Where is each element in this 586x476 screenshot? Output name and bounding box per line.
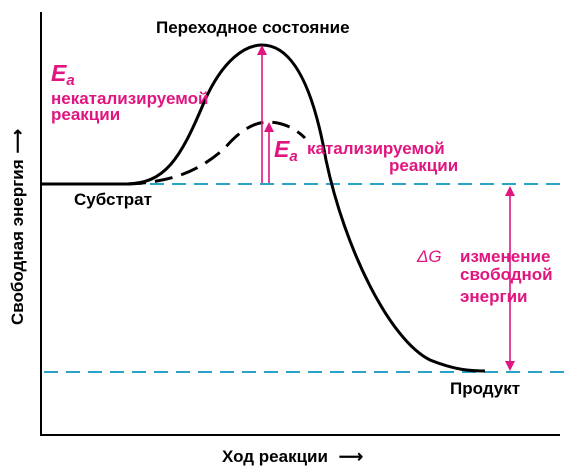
delta-g-label-line2: свободной [460,265,553,284]
y-axis-arrow: ⟶ [8,129,27,153]
delta-g-symbol: ΔG [417,247,442,266]
uncatalyzed-curve [42,43,486,373]
catalyzed-label-line1: катализируемой [307,139,445,158]
x-axis-arrow: ⟶ [338,447,364,466]
x-axis-title-text: Ход реакции [222,447,328,466]
catalyzed-label-line2: реакции [389,156,459,175]
uncatalyzed-ea-label: Ea [51,60,75,89]
delta-g-label-line3: энергии [460,287,528,306]
uncatalyzed-label-line2: реакции [51,105,121,124]
substrate-label: Субстрат [74,190,152,209]
uncatalyzed-ea-subscript: a [66,72,75,89]
x-axis-title: Ход реакции ⟶ [222,448,363,465]
uncatalyzed-ea-symbol: E [51,60,67,86]
product-label: Продукт [450,379,521,398]
y-axis-title: Свободная энергия⟶ [8,129,27,325]
catalyzed-curve [127,120,307,186]
delta-g-label-line1: изменение [460,247,551,266]
catalyzed-ea-symbol: E [274,136,290,162]
catalyzed-ea-subscript: a [289,148,298,165]
catalyzed-ea-label: Ea [274,136,298,165]
transition-state-label: Переходное состояние [156,18,350,37]
uncatalyzed-label-line1: некатализируемой [51,89,209,108]
